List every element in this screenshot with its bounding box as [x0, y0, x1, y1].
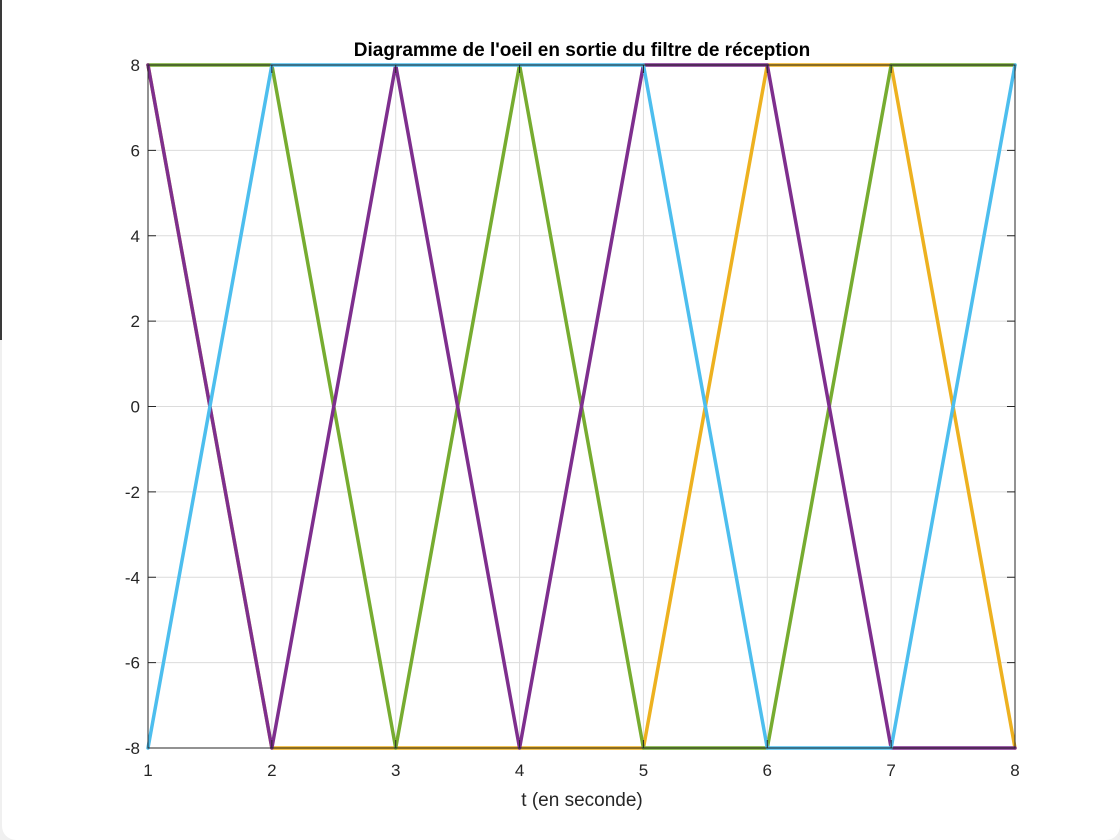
window-edge [0, 0, 2, 340]
x-tick-label-5: 6 [763, 761, 772, 780]
x-axis-label: t (en seconde) [521, 790, 642, 811]
series-line-2 [146, 63, 1017, 750]
x-tick-label-1: 2 [267, 761, 276, 780]
x-tick-label-6: 7 [886, 761, 895, 780]
x-tick-label-3: 4 [515, 761, 524, 780]
x-tick-label-0: 1 [143, 761, 152, 780]
y-tick-label-1: -6 [125, 654, 140, 673]
y-tick-label-8: 8 [131, 56, 140, 75]
y-tick-labels: -8 -6 -4 -2 0 2 4 6 8 [125, 56, 140, 758]
x-tick-label-2: 3 [391, 761, 400, 780]
y-tick-label-4: 0 [131, 398, 140, 417]
y-tick-label-0: -8 [125, 739, 140, 758]
y-tick-label-2: -4 [125, 568, 140, 587]
y-tick-label-5: 2 [131, 312, 140, 331]
chart-title: Diagramme de l'oeil en sortie du filtre … [354, 40, 810, 61]
y-tick-label-7: 6 [131, 141, 140, 160]
y-tick-label-3: -2 [125, 483, 140, 502]
x-tick-labels: 1 2 3 4 5 6 7 8 [143, 761, 1019, 780]
y-tick-label-6: 4 [131, 227, 140, 246]
axes-box [147, 64, 1016, 749]
x-tick-label-4: 5 [639, 761, 648, 780]
x-tick-label-7: 8 [1010, 761, 1019, 780]
